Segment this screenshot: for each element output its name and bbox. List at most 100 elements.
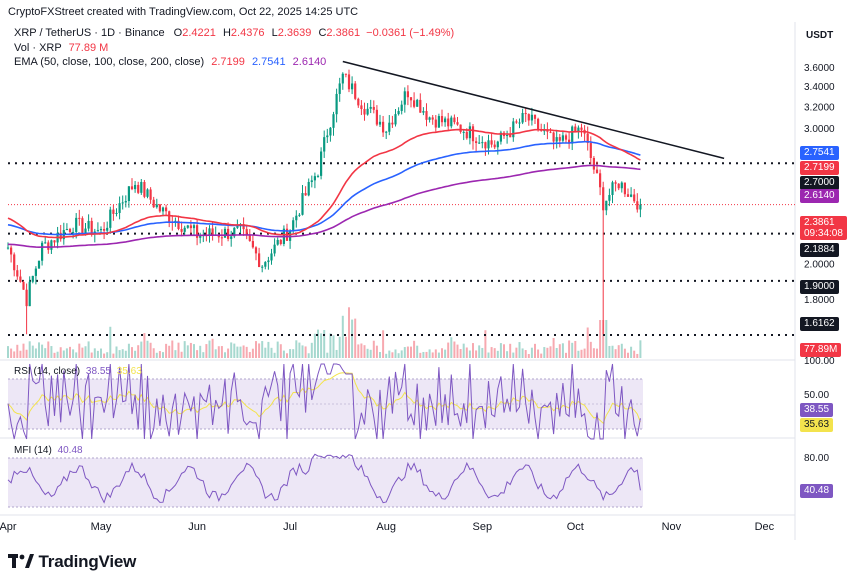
volume-bar [416, 345, 419, 358]
volume-bar [512, 352, 515, 358]
tradingview-logo[interactable]: TradingView [8, 552, 136, 573]
volume-bar [124, 350, 127, 358]
candle-body [279, 239, 282, 244]
candle-body [499, 132, 502, 142]
time-axis[interactable]: Apr May Jun Jul Aug Sep Oct Nov Dec [0, 521, 775, 533]
volume-bar [360, 343, 363, 358]
volume-bar [357, 344, 360, 358]
candle-body [50, 240, 53, 250]
candle-body [391, 122, 394, 125]
candle-body [478, 142, 481, 144]
y-tick-label: 3.0000 [804, 124, 835, 135]
volume-bar [202, 352, 205, 358]
volume-bar [103, 353, 106, 358]
candle-body [515, 121, 518, 123]
volume-bar [177, 342, 180, 358]
candle-body [313, 176, 316, 181]
volume-bar [292, 349, 295, 358]
volume-bar [382, 330, 385, 358]
rsi-label[interactable]: RSI (14, close) [14, 366, 81, 377]
volume-bar [155, 352, 158, 358]
price-change: −0.0361 (−1.49%) [366, 27, 455, 39]
candle-body [440, 116, 444, 123]
x-tick-label: Apr [0, 521, 17, 533]
candle-body [360, 105, 363, 110]
volume-bar [320, 333, 323, 358]
descending-trendline[interactable] [342, 60, 725, 160]
candle-body [301, 193, 304, 215]
volume-bar [264, 347, 267, 358]
volume-bar [484, 330, 487, 358]
rsi-legend: RSI (14, close) 38.55 35.63 [14, 366, 142, 377]
volume-bar [503, 344, 505, 358]
volume-bar [236, 346, 239, 358]
volume-bar [245, 346, 248, 358]
volume-bar [96, 350, 99, 358]
volume-bar [59, 347, 62, 358]
ema-label[interactable]: EMA (50, close, 100, close, 200, close) [14, 56, 205, 68]
candle-body [533, 114, 537, 119]
candle-body [161, 207, 165, 212]
volume-bar [323, 330, 326, 358]
candle-body [6, 247, 10, 249]
currency-label[interactable]: USDT [806, 30, 834, 41]
candle-body [81, 218, 84, 234]
ohlc-open-label: O [173, 27, 183, 39]
rsi-tick-label: 100.00 [804, 356, 835, 367]
volume-label[interactable]: Vol · XRP [14, 42, 62, 54]
ema200-price-tag: 2.6140 [800, 189, 839, 203]
rsi-line [7, 363, 641, 440]
candle-body [409, 97, 413, 101]
candle-body [25, 289, 28, 307]
volume-bar [568, 340, 571, 358]
candle-body [406, 91, 409, 98]
volume-bar [558, 344, 561, 358]
candle-body [623, 182, 626, 195]
volume-bar [577, 350, 580, 358]
volume-bar [13, 351, 16, 358]
candle-body [177, 220, 180, 230]
candle-body [580, 127, 583, 130]
volume-bar [521, 348, 524, 358]
candle-body [450, 117, 453, 127]
volume-bar [537, 349, 540, 358]
candle-body [329, 127, 332, 136]
candle-body [605, 200, 608, 211]
volume-bar [611, 345, 614, 358]
volume-bar [131, 347, 133, 358]
candle-body [99, 228, 103, 231]
mfi-label[interactable]: MFI (14) [14, 445, 52, 456]
candle-body [447, 118, 450, 127]
volume-bar [199, 345, 202, 358]
volume-bar [109, 326, 112, 358]
level-21884-tag: 2.1884 [800, 243, 839, 257]
candle-body [620, 182, 623, 189]
volume-bar [50, 346, 53, 358]
y-tick-label: 3.2000 [804, 102, 835, 113]
candle-body [549, 131, 552, 133]
candle-body [633, 194, 636, 202]
volume-bar [434, 349, 437, 358]
volume-bar [468, 350, 471, 358]
price-axis[interactable]: 3.6000 3.4000 3.2000 3.0000 2.0000 1.8000 100.… [804, 63, 835, 464]
volume-bar [115, 346, 118, 358]
candle-body [422, 111, 425, 113]
candle-body [611, 182, 614, 196]
volume-bar [171, 340, 174, 358]
volume-bar [636, 353, 639, 358]
x-tick-label: Sep [473, 521, 493, 533]
volume-bar [453, 341, 456, 358]
volume-bar [496, 350, 499, 358]
x-tick-label: Aug [376, 521, 396, 533]
candle-body [431, 117, 434, 120]
candle-body [344, 73, 347, 75]
volume-bar [499, 343, 502, 358]
volume-bar [456, 344, 459, 358]
volume-bar [10, 348, 13, 358]
candle-body [115, 212, 118, 214]
candle-body [363, 109, 366, 115]
x-tick-label: Dec [755, 521, 775, 533]
volume-bar [627, 352, 629, 358]
symbol-name[interactable]: XRP / TetherUS · 1D · Binance [14, 27, 165, 39]
